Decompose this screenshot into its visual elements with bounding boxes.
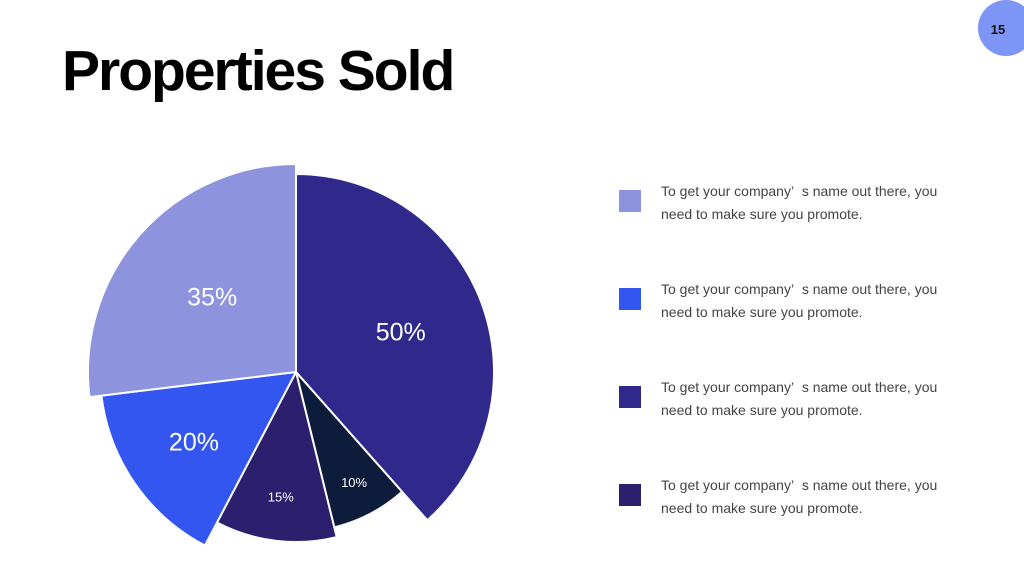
- legend-swatch: [619, 190, 641, 212]
- pie-slice-label: 15%: [268, 490, 294, 505]
- page-number-badge: 15: [978, 0, 1024, 56]
- legend-text: To get your company’ s name out there, y…: [661, 379, 938, 418]
- pie-slice: [87, 163, 297, 399]
- legend-swatch: [619, 288, 641, 310]
- legend-text: To get your company’ s name out there, y…: [661, 477, 938, 516]
- pie-slice-label: 50%: [376, 318, 426, 346]
- pie-slice: [216, 371, 338, 543]
- pie-slice-label: 10%: [341, 475, 367, 490]
- chart-title: Properties Sold: [62, 39, 455, 103]
- pie-slice: [100, 371, 297, 547]
- pie-slice: [295, 173, 495, 522]
- legend-item: To get your company’ s name out there, y…: [619, 376, 979, 426]
- legend-swatch: [619, 386, 641, 408]
- pie-chart: 50% 10% 15% 20% 35%: [87, 163, 495, 547]
- legend-item: To get your company’ s name out there, y…: [619, 278, 979, 328]
- legend-swatch: [619, 484, 641, 506]
- legend-item: To get your company’ s name out there, y…: [619, 180, 979, 230]
- pie-slice-label: 20%: [169, 428, 219, 456]
- pie-slice-label: 35%: [187, 284, 237, 312]
- page-number: 15: [990, 21, 1006, 37]
- legend-text: To get your company’ s name out there, y…: [661, 183, 938, 222]
- legend-text: To get your company’ s name out there, y…: [661, 281, 938, 320]
- legend-item: To get your company’ s name out there, y…: [619, 474, 979, 524]
